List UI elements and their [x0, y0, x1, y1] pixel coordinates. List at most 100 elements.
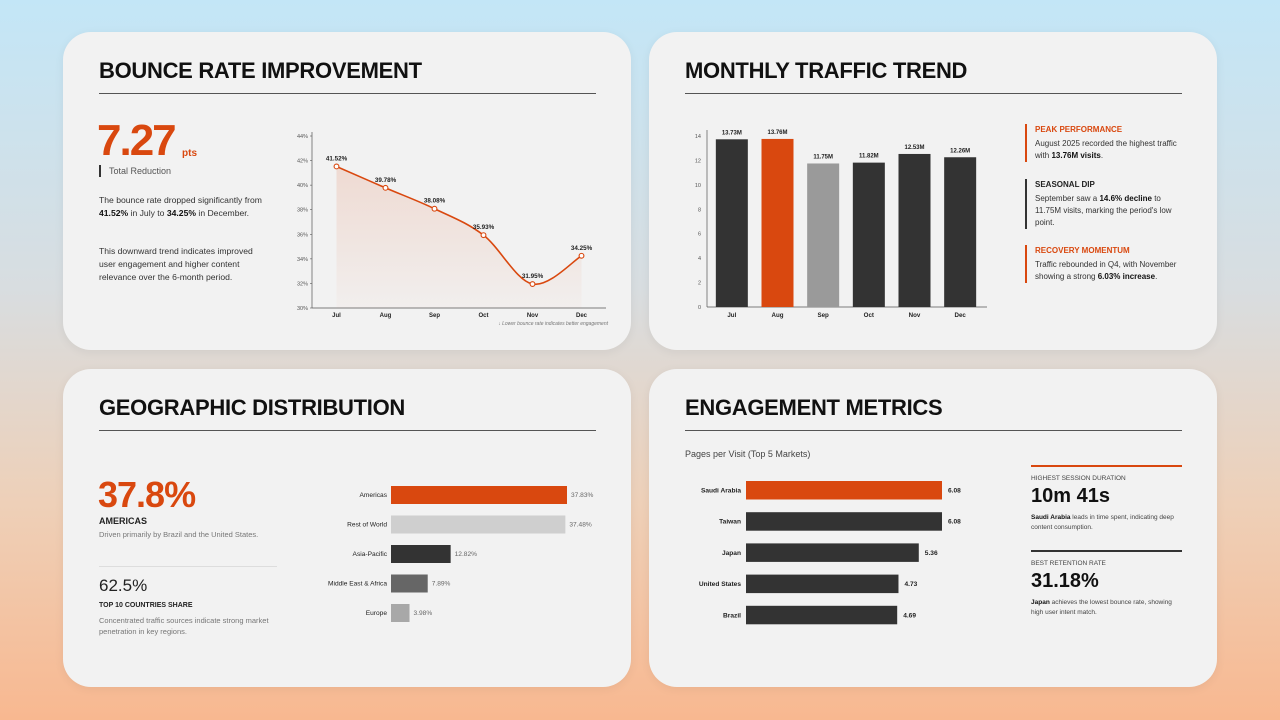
monthly-traffic-card: MONTHLY TRAFFIC TREND 0 2 4 6 8 10 12 14 13.73M J…: [649, 32, 1217, 350]
bounce-rate-card: BOUNCE RATE IMPROVEMENT 7.27 pts Total R…: [63, 32, 631, 350]
traffic-card-title: MONTHLY TRAFFIC TREND: [685, 58, 968, 83]
data-label: 11.75M: [813, 154, 833, 160]
bounce-p1-text: The bounce rate dropped significantly fr…: [99, 195, 262, 205]
metric-text: achieves the lowest bounce rate, showing…: [1031, 599, 1172, 616]
y-tick-label: 30%: [297, 306, 308, 312]
note-text: September saw a: [1035, 194, 1100, 203]
note-highlight: 14.6% decline: [1099, 194, 1152, 203]
bounce-title-rule: [99, 93, 596, 94]
data-label: 38.08%: [424, 198, 446, 205]
metric-highlight: Saudi Arabia: [1031, 514, 1071, 521]
x-tick-label: Sep: [429, 313, 440, 319]
note-body: September saw a 14.6% decline to 11.75M …: [1035, 193, 1185, 229]
x-tick-label: Nov: [527, 313, 539, 319]
data-point: [431, 205, 438, 212]
data-label: 37.83%: [571, 492, 594, 499]
data-label: 34.25%: [571, 245, 593, 252]
market-label: United States: [699, 581, 741, 588]
geo-divider: [99, 566, 277, 567]
market-label: Saudi Arabia: [701, 487, 741, 494]
data-label: 4.73: [904, 581, 917, 588]
geo-big-description: Driven primarily by Brazil and the Unite…: [99, 530, 259, 539]
metric-value: 10m 41s: [1031, 485, 1110, 507]
region-label: Rest of World: [347, 522, 387, 529]
engage-title-rule: [685, 430, 1182, 431]
metric-highlight: Japan: [1031, 599, 1050, 606]
market-bar: [746, 605, 898, 625]
traffic-title-rule: [685, 93, 1182, 94]
y-tick-label: 8: [698, 207, 701, 213]
y-tick-label: 2: [698, 281, 701, 287]
data-label: 12.53M: [904, 145, 924, 151]
traffic-bar: [898, 153, 931, 307]
bounce-big-label: Total Reduction: [99, 165, 171, 177]
metric-description: Japan achieves the lowest bounce rate, s…: [1031, 598, 1182, 618]
y-tick-label: 36%: [297, 232, 308, 238]
monthly-traffic-bar-chart: 0 2 4 6 8 10 12 14 13.73M Jul 13.76M Aug 11.75M Sep 11…: [695, 130, 987, 319]
metric-label: BEST RETENTION RATE: [1031, 560, 1106, 567]
data-point: [529, 281, 536, 287]
note-recovery-momentum: RECOVERY MOMENTUM Traffic rebounded in Q…: [1025, 245, 1185, 283]
geo-big-value: 37.8%: [98, 474, 196, 515]
data-label: 5.36: [925, 550, 938, 557]
bounce-series-line: [336, 165, 582, 285]
x-tick-label: Aug: [771, 312, 783, 319]
y-tick-label: 0: [698, 305, 701, 311]
note-highlight: 6.03% increase: [1097, 272, 1156, 281]
chart-annotation: ↓ Lower bounce rate indicates better eng…: [498, 321, 608, 327]
data-label: 3.98%: [414, 610, 433, 617]
geographic-bar-chart: Americas 37.83% Rest of World 37.48% Asia-Pa…: [328, 486, 594, 622]
data-label: 4.69: [903, 612, 916, 619]
market-bar: [746, 574, 899, 594]
data-label: 12.82%: [455, 551, 478, 558]
engage-card-title: ENGAGEMENT METRICS: [685, 395, 943, 420]
bounce-rate-line-chart: 30% 32% 34% 36% 38% 40% 42% 44% 41.52% Jul 39.78% A…: [297, 132, 609, 327]
x-tick-label: Dec: [954, 312, 966, 319]
market-bar: [746, 512, 942, 531]
y-tick-label: 32%: [297, 281, 308, 287]
bounce-big-value: 7.27: [97, 116, 177, 165]
data-label: 12.26M: [950, 148, 970, 154]
bounce-paragraph-2: This downward trend indicates improved u…: [99, 246, 253, 282]
note-text: August 2025 recorded the highest traffic…: [1035, 139, 1177, 160]
note-title: PEAK PERFORMANCE: [1035, 125, 1123, 134]
note-seasonal-dip: SEASONAL DIP September saw a 14.6% decli…: [1025, 179, 1185, 229]
bounce-p1-start-value: 41.52%: [99, 208, 129, 218]
x-tick-label: Oct: [864, 312, 874, 319]
geo-title-rule: [99, 430, 596, 431]
market-bar: [746, 543, 919, 562]
region-bar: [391, 574, 428, 593]
x-tick-label: Jul: [332, 313, 341, 319]
engage-chart-subtitle: Pages per Visit (Top 5 Markets): [685, 449, 811, 459]
traffic-bar: [944, 157, 977, 307]
y-tick-label: 38%: [297, 208, 308, 214]
region-bar: [391, 604, 410, 622]
traffic-bar: [852, 162, 885, 307]
note-text: .: [1100, 151, 1104, 160]
y-tick-label: 42%: [297, 159, 308, 165]
geo-second-description: Concentrated traffic sources indicate st…: [99, 616, 269, 636]
bounce-p1-end-value: 34.25%: [166, 208, 197, 218]
traffic-bar: [715, 139, 748, 307]
market-label: Brazil: [723, 612, 741, 619]
data-label: 35.93%: [473, 224, 495, 231]
bounce-p1-text: in July to: [128, 208, 167, 218]
data-label: 13.76M: [767, 130, 787, 136]
data-label: 31.95%: [522, 273, 544, 280]
x-tick-label: Aug: [380, 313, 392, 319]
metric-retention-rate: BEST RETENTION RATE 31.18% Japan achieve…: [1031, 550, 1182, 618]
note-highlight: 13.76M visits: [1051, 151, 1101, 160]
market-bar: [746, 481, 942, 500]
geo-second-label: TOP 10 COUNTRIES SHARE: [99, 602, 193, 609]
y-tick-label: 14: [695, 134, 701, 140]
data-point: [382, 184, 389, 191]
geo-second-value: 62.5%: [99, 576, 148, 595]
x-tick-label: Jul: [727, 312, 736, 319]
note-body: August 2025 recorded the highest traffic…: [1035, 138, 1185, 162]
note-peak-performance: PEAK PERFORMANCE August 2025 recorded th…: [1025, 124, 1185, 162]
metric-text: leads in time spent, indicating deep con…: [1031, 514, 1174, 531]
region-label: Americas: [360, 492, 388, 499]
note-body: Traffic rebounded in Q4, with November s…: [1035, 259, 1185, 283]
data-point: [333, 163, 340, 170]
engagement-metrics-card: ENGAGEMENT METRICS Pages per Visit (Top …: [649, 369, 1217, 687]
